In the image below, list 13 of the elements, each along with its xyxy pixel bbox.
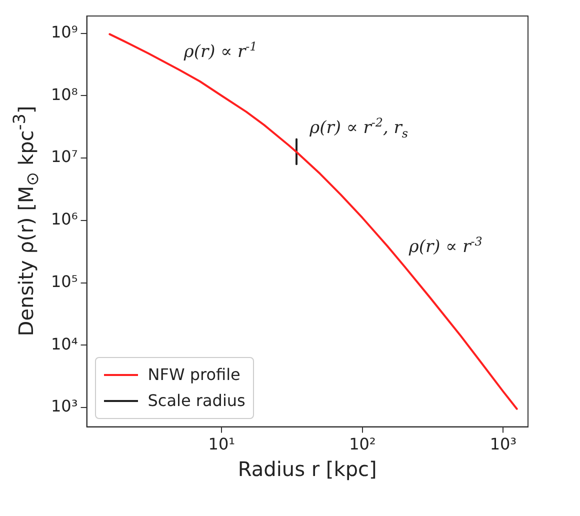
- x-tick-label: 10²: [349, 434, 376, 454]
- y-tick-label: 10³: [50, 396, 78, 416]
- y-tick-label: 10⁹: [50, 22, 78, 42]
- y-tick-label: 10⁴: [50, 334, 78, 354]
- legend-label: NFW profile: [148, 364, 240, 386]
- y-tick-label: 10⁵: [50, 272, 78, 291]
- y-tick-label: 10⁸: [50, 84, 78, 104]
- x-tick-label: 10¹: [208, 434, 236, 454]
- legend-label: Scale radius: [148, 390, 246, 412]
- x-axis-title: Radius r [kpc]: [238, 456, 377, 481]
- y-tick-label: 10⁶: [50, 210, 78, 229]
- y-tick-label: 10⁷: [50, 147, 78, 166]
- x-tick-label: 10³: [490, 434, 517, 454]
